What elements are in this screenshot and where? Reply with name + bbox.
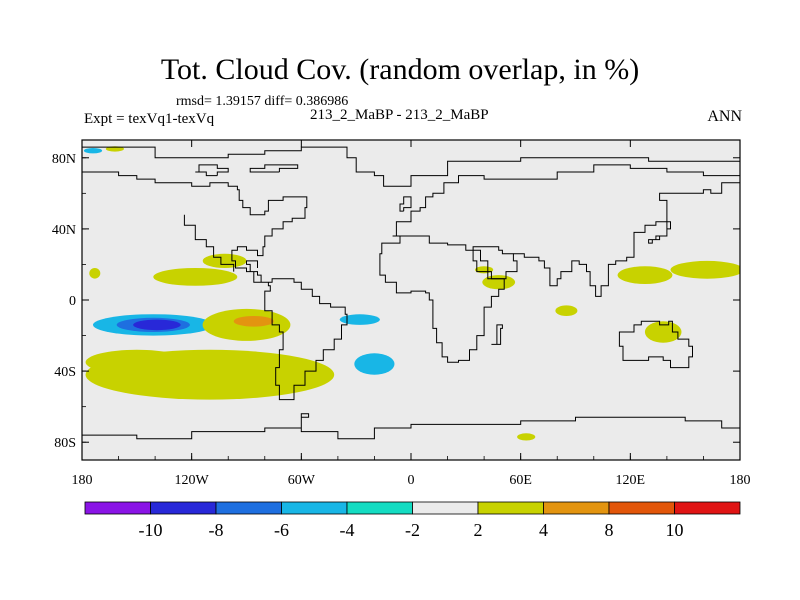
anomaly-cyan-arctic <box>83 148 103 154</box>
y-tick-label: 0 <box>69 294 76 309</box>
coastline-0 <box>82 146 740 187</box>
stats-line: rmsd= 1.39157 diff= 0.386986 <box>176 94 349 109</box>
colorbar-swatch <box>281 501 348 515</box>
coastline-11 <box>249 164 299 173</box>
x-tick-label: 180 <box>72 473 93 488</box>
coastline-4 <box>379 235 505 363</box>
colorbar-swatch <box>150 501 217 515</box>
coastline-6 <box>513 182 740 297</box>
y-tick-label: 40N <box>52 223 76 238</box>
coastline-7 <box>618 320 693 369</box>
anomaly-yellow-south-west <box>85 349 188 375</box>
axes: 180 120W 60W 0 60E 120E 180 80N 40N 0 40S 80S <box>52 140 751 488</box>
y-tick-label: 40S <box>54 365 76 380</box>
season-label: ANN <box>707 108 742 125</box>
plot-background <box>82 140 740 460</box>
anomaly-yellow-wpac <box>617 266 673 284</box>
colorbar-swatch <box>346 501 413 515</box>
coastline-3 <box>392 164 740 237</box>
colorbar-swatch <box>412 501 479 515</box>
anomaly-cyan-satl <box>354 353 395 375</box>
colorbar-label: -8 <box>209 520 224 540</box>
x-tick-label: 60W <box>288 473 316 488</box>
y-tick-label: 80S <box>54 436 76 451</box>
colorbar-swatch <box>674 501 741 515</box>
x-tick-label: 180 <box>730 473 751 488</box>
anomaly-orange-spac <box>233 316 274 327</box>
coastlines <box>82 146 740 440</box>
colorbar-label: 8 <box>605 520 614 540</box>
coastline-8 <box>82 413 740 440</box>
x-tick-label: 0 <box>408 473 415 488</box>
anomaly-fields <box>83 146 740 441</box>
colorbar-swatch <box>215 501 282 515</box>
coastline-12 <box>491 324 503 345</box>
case-label: 213_2_MaBP - 213_2_MaBP <box>310 107 489 123</box>
colorbar-swatch <box>543 501 610 515</box>
anomaly-yellow-cpac <box>670 260 740 279</box>
chart-title: Tot. Cloud Cov. (random overlap, in %) <box>160 53 640 86</box>
anomaly-yellow-red-sea <box>475 266 494 274</box>
coastline-2 <box>183 214 235 272</box>
colorbar-label: -2 <box>405 520 420 540</box>
anomaly-yellow-arabia <box>482 275 516 290</box>
x-tick-label: 60E <box>509 473 532 488</box>
colorbar-swatch <box>477 501 544 515</box>
x-tick-label: 120W <box>175 473 210 488</box>
anomaly-yellow-npac-east <box>202 253 247 268</box>
anomaly-yellow-antarctic <box>517 433 536 441</box>
coastline-5 <box>472 246 518 280</box>
experiment-label: Expt = texVq1-texVq <box>84 111 215 127</box>
anomaly-cyan-eq-atl <box>339 314 380 325</box>
coastline-9 <box>648 221 671 244</box>
anomaly-yellow-indian <box>555 305 578 317</box>
colorbar-label: -10 <box>139 520 163 540</box>
colorbar-swatch <box>84 501 151 515</box>
y-tick-label: 80N <box>52 152 76 167</box>
colorbar: -10 -8 -6 -4 -2 2 4 8 10 <box>84 501 741 540</box>
colorbar-swatch <box>608 501 675 515</box>
x-tick-label: 120E <box>616 473 646 488</box>
colorbar-label: 2 <box>474 520 483 540</box>
colorbar-label: -4 <box>340 520 355 540</box>
anomaly-yellow-dateline <box>89 268 101 279</box>
colorbar-label: 10 <box>666 520 684 540</box>
anomaly-blue-spac-core <box>133 319 181 331</box>
coastline-10 <box>399 196 412 212</box>
colorbar-label: 4 <box>539 520 548 540</box>
anomaly-yellow-npac <box>153 268 238 286</box>
coastline-1 <box>82 171 348 401</box>
colorbar-label: -6 <box>274 520 289 540</box>
coastline-13 <box>195 164 229 177</box>
